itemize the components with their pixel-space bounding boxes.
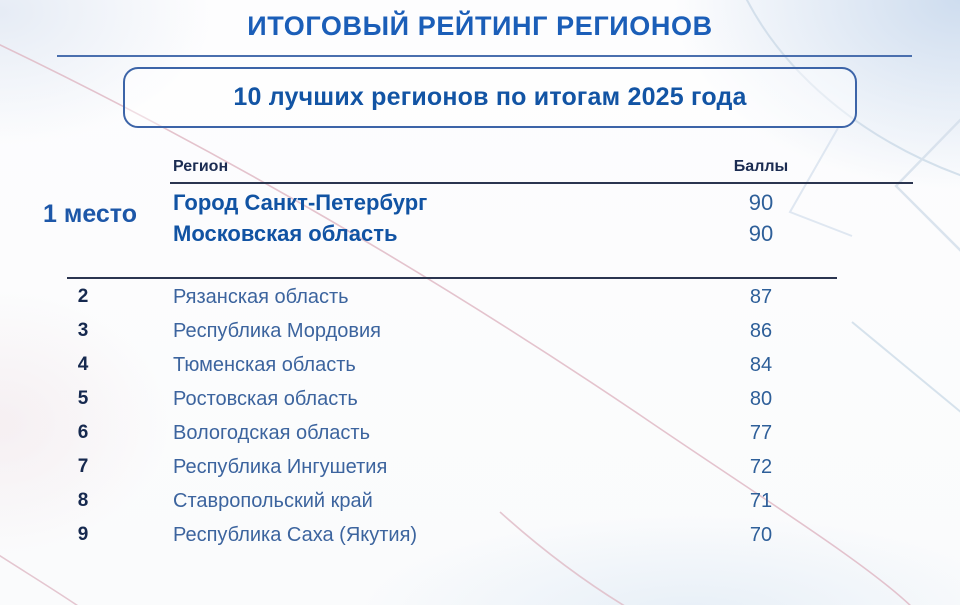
table-row: 2 Рязанская область 87 — [0, 280, 913, 314]
table-row: 6 Вологодская область 77 — [0, 416, 913, 450]
points-cell: 70 — [749, 523, 773, 546]
table-row: 3 Республика Мордовия 86 — [0, 314, 913, 348]
title-underline — [57, 55, 912, 57]
rank-cell: 4 — [77, 354, 89, 375]
column-header-points: Баллы — [733, 158, 789, 175]
points-cell: 71 — [749, 489, 773, 512]
points-cell: 72 — [749, 455, 773, 478]
region-cell: Город Санкт-Петербург — [173, 189, 428, 215]
region-cell: Республика Мордовия — [173, 319, 381, 342]
rank-cell: 6 — [77, 422, 89, 443]
rank-cell: 7 — [77, 456, 89, 477]
rank-cell: 2 — [77, 286, 89, 307]
rank-cell: 9 — [77, 524, 89, 545]
header-divider — [170, 182, 913, 184]
ranking-rows: 2 Рязанская область 87 3 Республика Морд… — [0, 280, 913, 552]
region-cell: Вологодская область — [173, 421, 371, 444]
region-cell: Республика Ингушетия — [173, 455, 388, 478]
region-cell: Московская область — [173, 220, 398, 246]
table-row: 7 Республика Ингушетия 72 — [0, 450, 913, 484]
points-cell: 90 — [748, 189, 774, 215]
rank-cell: 8 — [77, 490, 89, 511]
region-cell: Рязанская область — [173, 285, 349, 308]
table-row: 4 Тюменская область 84 — [0, 348, 913, 382]
points-cell: 77 — [749, 421, 773, 444]
table-row: Город Санкт-Петербург 90 — [0, 187, 913, 218]
points-cell: 80 — [749, 387, 773, 410]
points-cell: 84 — [749, 353, 773, 376]
region-cell: Тюменская область — [173, 353, 356, 376]
points-cell: 87 — [749, 285, 773, 308]
region-cell: Республика Саха (Якутия) — [173, 523, 418, 546]
points-cell: 86 — [749, 319, 773, 342]
subtitle-text: 10 лучших регионов по итогам 2025 года — [233, 83, 747, 111]
page-title: ИТОГОВЫЙ РЕЙТИНГ РЕГИОНОВ — [247, 11, 713, 41]
rank-cell: 5 — [77, 388, 89, 409]
first-place-rows: Город Санкт-Петербург 90 Московская обла… — [0, 187, 913, 249]
points-cell: 90 — [748, 220, 774, 246]
column-header-region: Регион — [173, 158, 229, 175]
region-cell: Ростовская область — [173, 387, 358, 410]
table-row: Московская область 90 — [0, 218, 913, 249]
subtitle-box: 10 лучших регионов по итогам 2025 года — [123, 67, 857, 128]
rank-cell: 3 — [77, 320, 89, 341]
first-place-label: 1 место — [42, 200, 137, 228]
section-divider — [67, 277, 837, 279]
table-row: 9 Республика Саха (Якутия) 70 — [0, 518, 913, 552]
region-cell: Ставропольский край — [173, 489, 373, 512]
table-row: 8 Ставропольский край 71 — [0, 484, 913, 518]
table-row: 5 Ростовская область 80 — [0, 382, 913, 416]
